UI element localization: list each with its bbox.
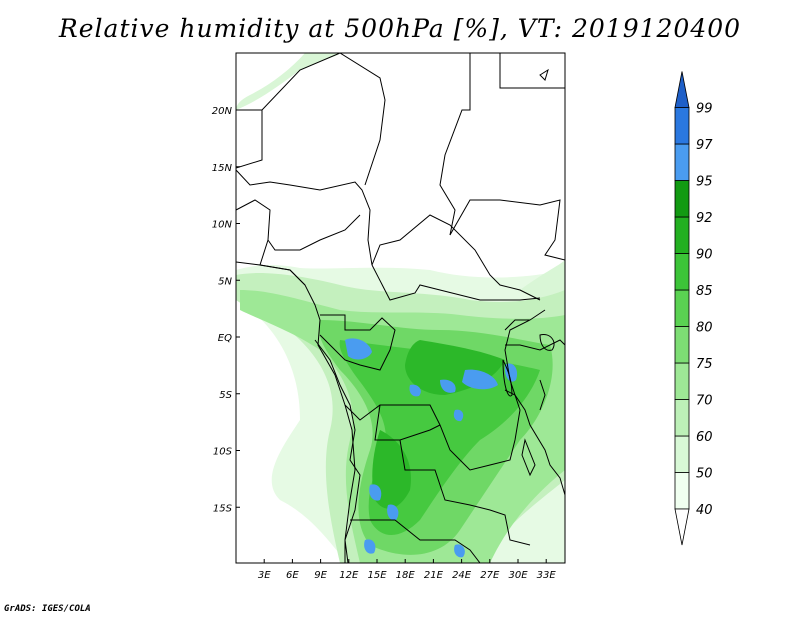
border-line: [371, 264, 541, 301]
colorbar-level-label: 60: [696, 430, 713, 445]
lon-tick-label: 12E: [339, 570, 359, 581]
colorbar-segment: [674, 180, 690, 218]
border-line: [350, 519, 481, 563]
map-title: Relative humidity at 500hPa [%], VT: 201…: [58, 14, 742, 43]
colorbar-min-arrow: [674, 508, 690, 546]
humidity-patch-95: [440, 379, 456, 393]
humidity-patch-95: [462, 369, 498, 390]
map-frame: [235, 52, 566, 564]
grads-credit: GrADS: IGES/COLA: [4, 604, 91, 614]
border-line: [399, 439, 531, 546]
border-line: [319, 314, 396, 371]
country-borders: [236, 53, 565, 563]
colorbar-max-arrow: [674, 71, 690, 108]
border-line: [339, 53, 386, 186]
border-line: [504, 319, 530, 331]
colorbar-segment: [674, 472, 690, 510]
colorbar-segment: [674, 326, 690, 364]
lake-line: [502, 359, 513, 397]
border-line: [236, 169, 373, 266]
humidity-patch-95: [453, 409, 464, 422]
humidity-region-nw: [236, 53, 340, 110]
lat-tick-label: 10S: [213, 447, 233, 458]
latitude-axis: 20N 15N 10N 5N EQ 5S 10S 15S: [212, 106, 240, 514]
lon-tick-label: 18E: [396, 570, 416, 581]
lon-tick-label: 3E: [258, 570, 271, 581]
colorbar-segment: [674, 216, 690, 254]
border-line: [371, 214, 541, 301]
colorbar-level-label: 80: [696, 321, 713, 336]
lon-tick-label: 15E: [367, 570, 387, 581]
humidity-patch-95: [454, 544, 465, 558]
lon-tick-label: 6E: [286, 570, 299, 581]
border-line: [499, 53, 565, 89]
lake-line: [521, 438, 536, 477]
colorbar-segment: [674, 362, 690, 400]
border-line: [236, 110, 263, 169]
lake-line: [539, 333, 555, 351]
humidity-patch-95: [387, 504, 399, 521]
humidity-region-ne: [520, 260, 565, 300]
colorbar-segment: [674, 107, 690, 145]
colorbar: 40 50 60 70 75 80 85 90 92 95 97 99: [674, 71, 713, 546]
border-line: [439, 53, 471, 236]
lat-tick-label: 5N: [218, 276, 232, 287]
lon-tick-label: 30E: [508, 570, 528, 581]
lon-tick-label: 27E: [480, 570, 500, 581]
lon-tick-label: 9E: [314, 570, 327, 581]
colorbar-level-label: 75: [696, 357, 713, 372]
colorbar-level-label: 99: [696, 102, 713, 117]
longitude-axis: 3E 6E 9E 12E 15E 18E 21E 24E 27E 30E 33E: [258, 559, 557, 581]
lat-tick-label: EQ: [218, 333, 232, 344]
lat-tick-label: 5S: [219, 390, 232, 401]
humidity-patch-95: [409, 384, 421, 397]
humidity-patch-95: [369, 484, 382, 501]
border-line: [505, 339, 565, 351]
colorbar-level-label: 85: [696, 284, 713, 299]
colorbar-level-label: 90: [696, 248, 713, 263]
humidity-patch-95: [364, 539, 376, 554]
lake-line: [539, 68, 549, 81]
colorbar-level-label: 40: [696, 503, 713, 518]
lat-tick-label: 15N: [212, 163, 233, 174]
border-line: [314, 339, 351, 406]
colorbar-segment: [674, 289, 690, 327]
colorbar-level-label: 92: [696, 211, 713, 226]
border-line: [236, 199, 361, 251]
border-line: [504, 389, 565, 496]
lon-tick-label: 21E: [424, 570, 444, 581]
colorbar-segment: [674, 253, 690, 291]
colorbar-segment: [674, 435, 690, 473]
border-line: [236, 53, 341, 111]
colorbar-level-label: 70: [696, 394, 713, 409]
colorbar-level-label: 95: [696, 175, 713, 190]
border-line: [344, 309, 546, 471]
colorbar-segment: [674, 143, 690, 181]
lat-tick-label: 15S: [213, 503, 233, 514]
lon-tick-label: 33E: [537, 570, 557, 581]
colorbar-level-label: 50: [696, 467, 713, 482]
lat-tick-label: 20N: [212, 106, 233, 117]
lat-tick-label: 10N: [212, 220, 233, 231]
lake-line: [539, 379, 546, 411]
humidity-patch-95: [345, 338, 372, 360]
border-line: [449, 199, 565, 261]
lon-tick-label: 24E: [452, 570, 472, 581]
coast-line: [236, 261, 356, 563]
humidity-field: [236, 53, 565, 563]
colorbar-segment: [674, 399, 690, 437]
colorbar-level-label: 97: [696, 138, 713, 153]
